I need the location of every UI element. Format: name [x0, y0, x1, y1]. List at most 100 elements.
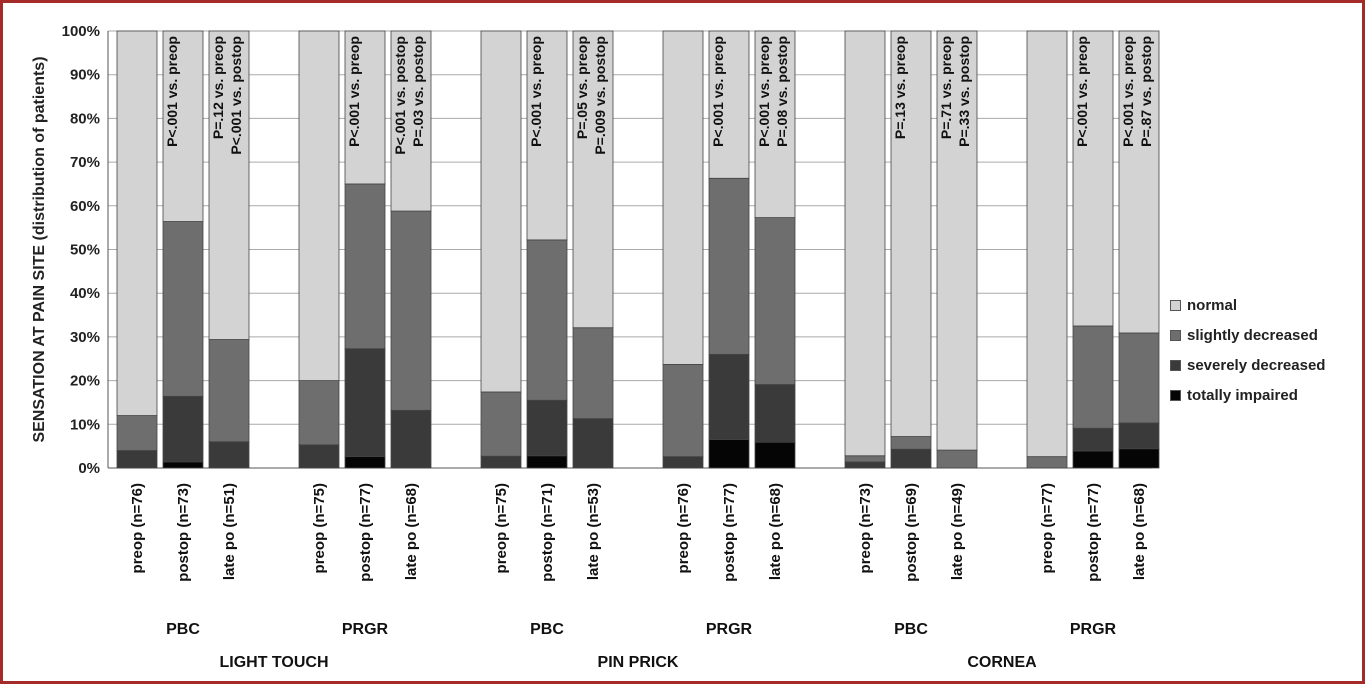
p-value-annotation: P=.33 vs. postop: [956, 36, 972, 147]
x-tick-label: postop (n=71): [539, 483, 556, 582]
subgroup-label: PBC: [166, 621, 200, 638]
bar-segment-normal: [844, 30, 886, 457]
bar-segment-normal: [480, 30, 522, 393]
bar-segment-severely-decreased: [708, 353, 750, 440]
x-tick-label: late po (n=68): [403, 483, 420, 580]
bar-segment-normal: [890, 30, 932, 437]
legend-label-severely-decreased: severely decreased: [1187, 356, 1326, 374]
bar-segment-totally-impaired: [1072, 450, 1114, 469]
subgroup-label: PRGR: [342, 621, 389, 638]
group-label: PIN PRICK: [598, 654, 679, 671]
bar-segment-severely-decreased: [844, 461, 886, 469]
bar-segment-severely-decreased: [390, 409, 432, 469]
bar-segment-slightly-decreased: [890, 436, 932, 450]
p-value-annotation: P<.001 vs. preop: [756, 36, 772, 147]
y-tick-label: 40%: [70, 285, 100, 302]
x-tick-label: preop (n=75): [493, 483, 510, 573]
y-tick-label: 0%: [78, 460, 100, 477]
bar-segment-severely-decreased: [1118, 422, 1160, 450]
bar-segment-severely-decreased: [890, 448, 932, 469]
bar-segment-slightly-decreased: [526, 239, 568, 401]
y-tick-label: 80%: [70, 110, 100, 127]
bar-segment-totally-impaired: [162, 461, 204, 469]
bar-segment-normal: [936, 30, 978, 451]
x-tick-label: preop (n=73): [857, 483, 874, 573]
bar-segment-severely-decreased: [208, 441, 250, 469]
p-value-annotation: P=.12 vs. preop: [210, 36, 226, 139]
x-tick-label: late po (n=68): [1131, 483, 1148, 580]
bar-segment-normal: [344, 30, 386, 185]
bar-segment-totally-impaired: [344, 456, 386, 469]
bar-segment-severely-decreased: [572, 418, 614, 469]
legend-swatch-slightly-decreased: [1170, 329, 1181, 341]
bar-segment-normal: [662, 30, 704, 365]
p-value-annotation: P<.001 vs. preop: [164, 36, 180, 147]
bar-segment-normal: [526, 30, 568, 241]
p-value-annotation: P=.13 vs. preop: [892, 36, 908, 139]
bar-segment-normal: [1118, 30, 1160, 334]
bar-segment-slightly-decreased: [480, 391, 522, 457]
bar-segment-slightly-decreased: [844, 455, 886, 463]
x-tick-label: late po (n=68): [767, 483, 784, 580]
bar-segment-slightly-decreased: [390, 210, 432, 411]
p-value-annotation: P<.001 vs. preop: [528, 36, 544, 147]
legend-item-normal: normal: [1170, 290, 1325, 320]
bar-segment-slightly-decreased: [298, 380, 340, 446]
bar-segment-normal: [754, 30, 796, 218]
y-tick-label: 70%: [70, 154, 100, 171]
bar-segment-slightly-decreased: [1072, 325, 1114, 429]
bar-segment-totally-impaired: [708, 439, 750, 469]
bar-segment-severely-decreased: [162, 395, 204, 463]
y-tick-label: 50%: [70, 242, 100, 259]
legend-label-normal: normal: [1187, 296, 1238, 314]
p-value-annotation: P=.08 vs. postop: [774, 36, 790, 147]
p-value-annotation: P<.001 vs. preop: [346, 36, 362, 147]
group-label: LIGHT TOUCH: [219, 654, 328, 671]
y-tick-label: 60%: [70, 198, 100, 215]
bar-segment-slightly-decreased: [754, 217, 796, 385]
x-tick-label: postop (n=73): [175, 483, 192, 582]
x-tick-label: postop (n=77): [721, 483, 738, 582]
bar-segment-slightly-decreased: [1026, 456, 1068, 469]
bar-segment-slightly-decreased: [116, 415, 158, 451]
bar-segment-totally-impaired: [526, 455, 568, 469]
subgroup-label: PRGR: [1070, 621, 1117, 638]
p-value-annotation: P<.001 vs. preop: [1120, 36, 1136, 147]
p-value-annotation: P=.009 vs. postop: [592, 36, 608, 155]
bar-segment-severely-decreased: [1072, 427, 1114, 452]
bar-segment-severely-decreased: [344, 348, 386, 458]
p-value-annotation: P<.001 vs. preop: [1074, 36, 1090, 147]
y-tick-label: 20%: [70, 373, 100, 390]
bar-segment-slightly-decreased: [162, 221, 204, 397]
legend-item-severely-decreased: severely decreased: [1170, 350, 1325, 380]
legend-item-slightly-decreased: slightly decreased: [1170, 320, 1325, 350]
x-tick-label: postop (n=77): [1085, 483, 1102, 582]
y-tick-label: 30%: [70, 329, 100, 346]
legend-swatch-normal: [1170, 299, 1181, 311]
legend-swatch-totally-impaired: [1170, 389, 1181, 401]
bar-segment-severely-decreased: [662, 456, 704, 469]
bar-segment-slightly-decreased: [662, 364, 704, 458]
bar-segment-normal: [1072, 30, 1114, 327]
subgroup-label: PBC: [894, 621, 928, 638]
bar-segment-totally-impaired: [754, 441, 796, 469]
x-tick-label: preop (n=76): [129, 483, 146, 573]
subgroup-label: PBC: [530, 621, 564, 638]
p-value-annotation: P<.001 vs. preop: [710, 36, 726, 147]
bar-segment-normal: [298, 30, 340, 382]
y-axis-label: SENSATION AT PAIN SITE (distribution of …: [31, 56, 48, 442]
bar-segment-severely-decreased: [526, 399, 568, 457]
bar-segment-severely-decreased: [298, 444, 340, 469]
bar-segment-normal: [162, 30, 204, 222]
legend-item-totally-impaired: totally impaired: [1170, 380, 1325, 410]
bar-segment-slightly-decreased: [708, 177, 750, 355]
x-tick-label: late po (n=49): [949, 483, 966, 580]
bar-segment-normal: [208, 30, 250, 340]
bar-segment-slightly-decreased: [572, 327, 614, 420]
x-tick-label: postop (n=77): [357, 483, 374, 582]
bar-segment-severely-decreased: [116, 450, 158, 469]
bar-segment-slightly-decreased: [344, 183, 386, 350]
bar-segment-slightly-decreased: [936, 449, 978, 469]
x-tick-label: late po (n=53): [585, 483, 602, 580]
bar-segment-slightly-decreased: [208, 339, 250, 443]
